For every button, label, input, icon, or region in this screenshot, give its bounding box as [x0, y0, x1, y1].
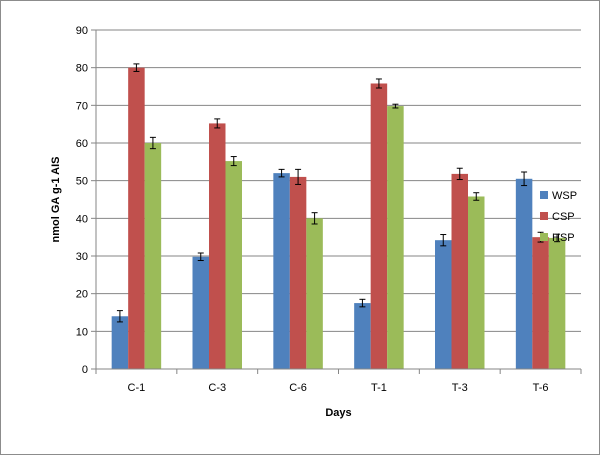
bar-csp-t-1 [370, 83, 388, 369]
bar-hsp-t-3 [468, 196, 485, 369]
y-tick-label: 40 [76, 213, 88, 225]
legend-item-wsp: WSP [540, 190, 577, 202]
error-bar [311, 212, 318, 225]
error-bar [359, 298, 366, 308]
bars [111, 63, 566, 370]
x-tick-label: C-1 [128, 382, 146, 394]
error-bar [197, 252, 204, 262]
error-bar [440, 234, 447, 247]
bar-hsp-c-3 [225, 161, 242, 369]
x-tick-label: T-1 [371, 382, 387, 394]
bar-csp-c-1 [128, 67, 145, 370]
x-tick-labels: C-1 C-3 C-6 T-1 T-3 T-6 [128, 382, 549, 394]
bar-wsp-c-6 [273, 173, 290, 369]
y-tick-labels: 0 10 20 30 40 50 60 70 80 90 [76, 25, 88, 376]
error-bar [133, 63, 140, 72]
error-bar [554, 233, 561, 243]
legend-label: CSP [552, 211, 575, 223]
bar-hsp-c-1 [144, 143, 162, 369]
y-tick-label: 10 [76, 326, 88, 338]
x-axis-title: Days [325, 407, 351, 419]
error-bar [295, 168, 302, 185]
bar-csp-c-6 [289, 176, 307, 369]
bar-csp-c-3 [209, 123, 226, 369]
error-bar [521, 171, 528, 187]
error-bar [392, 103, 399, 109]
y-tick-label: 60 [76, 138, 88, 150]
legend-swatch [540, 191, 548, 199]
bar-wsp-t-1 [354, 303, 371, 369]
legend-label: HSP [552, 232, 575, 244]
legend-item-hsp: HSP [540, 232, 575, 244]
error-bar [230, 156, 237, 167]
error-bar [456, 167, 463, 181]
y-tick-label: 80 [76, 63, 88, 75]
legend: WSP CSP HSP [540, 190, 577, 244]
bar-wsp-c-1 [111, 316, 129, 369]
x-tick-label: T-3 [452, 382, 468, 394]
legend-item-csp: CSP [540, 211, 575, 223]
y-tick-label: 70 [76, 100, 88, 112]
legend-label: WSP [552, 190, 577, 202]
axes [95, 30, 581, 370]
y-axis-title: nmol GA g-1 AIS [50, 157, 62, 243]
x-tick-label: T-6 [533, 382, 549, 394]
x-tick-label: C-6 [289, 382, 307, 394]
y-tick-label: 50 [76, 176, 88, 188]
bar-csp-t-3 [451, 173, 468, 369]
y-tick-label: 20 [76, 289, 88, 301]
y-tick-label: 90 [76, 25, 88, 37]
y-tick-label: 30 [76, 251, 88, 263]
y-tick-label: 0 [82, 364, 88, 376]
bar-csp-t-6 [532, 237, 549, 369]
bar-wsp-t-6 [515, 178, 533, 369]
bar-wsp-c-3 [192, 256, 209, 369]
error-bar [149, 136, 156, 150]
error-bar [278, 168, 285, 178]
x-tick-label: C-3 [208, 382, 226, 394]
error-bar [116, 310, 123, 323]
error-bar [375, 78, 382, 89]
error-bar [473, 192, 480, 201]
bar-hsp-t-1 [387, 106, 404, 369]
bar-hsp-t-6 [548, 237, 566, 369]
legend-swatch [540, 233, 548, 241]
legend-swatch [540, 212, 548, 220]
bar-wsp-t-3 [435, 240, 452, 369]
error-bar [214, 118, 221, 129]
bar-hsp-c-6 [306, 218, 323, 369]
gridlines [91, 29, 582, 374]
